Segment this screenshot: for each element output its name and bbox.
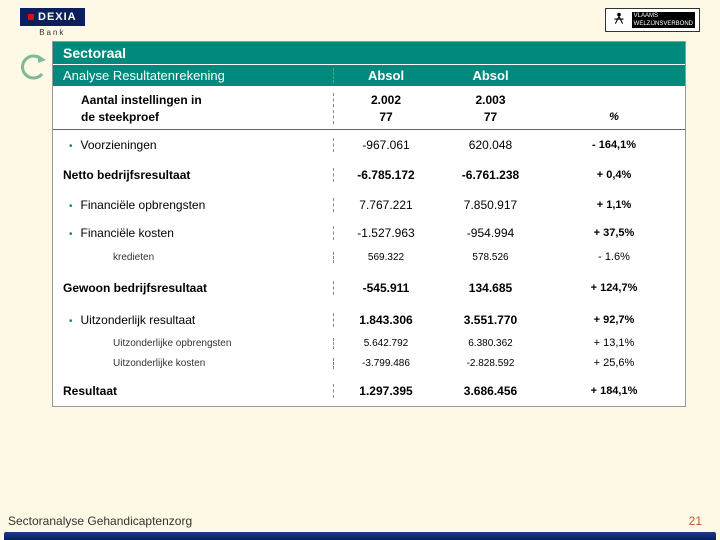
footer-title: Sectoranalyse Gehandicaptenzorg [8,514,192,528]
kred-v2: 578.526 [438,252,543,263]
col1-header: Absol [333,68,438,83]
result-v2: 3.686.456 [438,384,543,398]
slide-header: DEXIA Bank VLAAMS WELZIJNSVERBOND [0,0,720,41]
voorz-v1: -967.061 [333,138,438,152]
partner-line2: WELZIJNSVERBOND [632,20,695,28]
row-uitz: Uitzonderlijk resultaat 1.843.306 3.551.… [53,308,685,332]
result-label: Resultaat [53,384,333,398]
gewoon-pct: + 124,7% [543,282,685,294]
dexia-logo-box: DEXIA [20,8,85,26]
sector-header: Sectoraal [53,42,685,64]
aantal-row-1: Aantal instellingen in 2.002 2.003 [53,86,685,108]
netto-label: Netto bedrijfsresultaat [53,168,333,182]
finko-v1: -1.527.963 [333,226,438,240]
curved-arrow-icon [18,52,48,82]
dexia-logo: DEXIA Bank [20,8,85,37]
row-finop: Financiële opbrengsten 7.767.221 7.850.9… [53,190,685,220]
aantal-label-1: Aantal instellingen in [53,93,333,107]
uitzop-v2: 6.380.362 [438,338,543,349]
uitzop-v1: 5.642.792 [333,338,438,349]
row-netto: Netto bedrijfsresultaat -6.785.172 -6.76… [53,160,685,190]
dexia-accent-icon [28,14,34,20]
partner-figure-icon [610,11,628,29]
aantal-v2b: 77 [438,110,543,124]
gewoon-label: Gewoon bedrijfsresultaat [53,281,333,295]
page-number: 21 [689,514,702,528]
finko-v2: -954.994 [438,226,543,240]
uitzko-label: Uitzonderlijke kosten [53,358,333,369]
uitzop-pct: + 13,1% [543,337,685,349]
aantal-v1b: 77 [333,110,438,124]
netto-v2: -6.761.238 [438,168,543,182]
kred-label: kredieten [53,252,333,263]
uitz-v2: 3.551.770 [438,313,543,327]
aantal-label-2: de steekproef [53,110,333,124]
row-uitzop: Uitzonderlijke opbrengsten 5.642.792 6.3… [53,332,685,354]
row-gewoon: Gewoon bedrijfsresultaat -545.911 134.68… [53,268,685,308]
pct-col-label: % [543,111,685,123]
footer-bar [4,532,716,540]
finop-v2: 7.850.917 [438,198,543,212]
row-uitzko: Uitzonderlijke kosten -3.799.486 -2.828.… [53,354,685,376]
row-kredieten: kredieten 569.322 578.526 - 1.6% [53,246,685,268]
finop-label: Financiële opbrengsten [53,198,333,212]
financial-table: Sectoraal Analyse Resultatenrekening Abs… [52,41,686,407]
aantal-v1a: 2.002 [333,93,438,107]
voorz-pct: - 164,1% [543,139,685,151]
uitz-v1: 1.843.306 [333,313,438,327]
partner-text: VLAAMS WELZIJNSVERBOND [632,12,695,28]
partner-logo: VLAAMS WELZIJNSVERBOND [605,8,700,32]
gewoon-v2: 134.685 [438,281,543,295]
finop-v1: 7.767.221 [333,198,438,212]
result-pct: + 184,1% [543,385,685,397]
uitzko-v2: -2.828.592 [438,358,543,369]
result-v1: 1.297.395 [333,384,438,398]
finop-pct: + 1,1% [543,199,685,211]
gewoon-v1: -545.911 [333,281,438,295]
voorz-label: Voorzieningen [53,138,333,152]
uitz-label: Uitzonderlijk resultaat [53,313,333,327]
uitzop-label: Uitzonderlijke opbrengsten [53,338,333,349]
netto-v1: -6.785.172 [333,168,438,182]
aantal-row-2: de steekproef 77 77 % [53,108,685,130]
finko-label: Financiële kosten [53,226,333,240]
analyse-header-row: Analyse Resultatenrekening Absol Absol [53,64,685,86]
uitz-pct: + 92,7% [543,314,685,326]
analyse-title: Analyse Resultatenrekening [53,68,333,83]
dexia-subtitle: Bank [39,28,65,37]
voorz-v2: 620.048 [438,138,543,152]
row-finko: Financiële kosten -1.527.963 -954.994 + … [53,220,685,246]
uitzko-v1: -3.799.486 [333,358,438,369]
col2-header: Absol [438,68,543,83]
partner-line1: VLAAMS [632,12,695,20]
uitzko-pct: + 25,6% [543,357,685,369]
netto-pct: + 0,4% [543,169,685,181]
dexia-name: DEXIA [38,11,77,23]
kred-pct: - 1.6% [543,251,685,263]
kred-v1: 569.322 [333,252,438,263]
row-resultaat: Resultaat 1.297.395 3.686.456 + 184,1% [53,376,685,406]
row-voorzieningen: Voorzieningen -967.061 620.048 - 164,1% [53,130,685,160]
aantal-v2a: 2.003 [438,93,543,107]
finko-pct: + 37,5% [543,227,685,239]
